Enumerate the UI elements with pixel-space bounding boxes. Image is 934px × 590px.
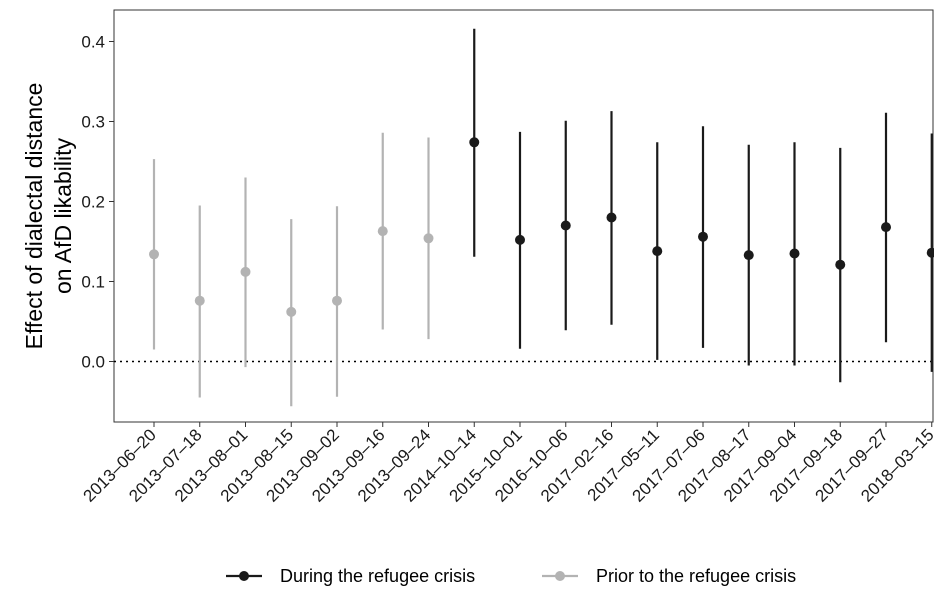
legend-label-prior: Prior to the refugee crisis [596, 566, 796, 586]
point-estimate [149, 249, 159, 260]
y-axis-title-line-2: on AfD likability [50, 138, 76, 294]
series-prior [149, 132, 434, 407]
legend-dot-prior [555, 571, 565, 581]
point-estimate [286, 306, 297, 317]
point-estimate [515, 234, 525, 245]
point-estimate [194, 295, 205, 306]
series-during [469, 28, 934, 383]
y-tick-label: 0.1 [81, 273, 105, 292]
point-estimate [377, 226, 388, 237]
point-estimate [560, 220, 571, 231]
legend-dot-during [239, 571, 249, 581]
legend-item-during: During the refugee crisis [226, 566, 475, 586]
point-estimate [789, 248, 800, 259]
point-estimate [423, 233, 434, 244]
point-estimate [240, 266, 251, 277]
point-estimate [743, 250, 754, 261]
y-tick-label: 0.3 [81, 113, 105, 132]
plot-panel-border [113, 9, 934, 423]
y-axis: 0.0 0.1 0.2 0.3 0.4 [81, 33, 114, 372]
point-estimate [881, 222, 891, 233]
point-estimate [332, 295, 342, 306]
y-axis-title: Effect of dialectal distance on AfD lika… [21, 83, 76, 350]
legend-item-prior: Prior to the refugee crisis [542, 566, 796, 586]
point-estimate [835, 259, 846, 270]
y-tick-label: 0.2 [81, 193, 105, 212]
point-estimate [652, 246, 663, 257]
point-estimate [606, 212, 617, 223]
y-tick-label: 0.4 [81, 33, 105, 52]
y-tick-label: 0.0 [81, 353, 105, 372]
legend: During the refugee crisis Prior to the r… [226, 566, 796, 586]
y-axis-title-line-1: Effect of dialectal distance [21, 83, 47, 350]
legend-label-during: During the refugee crisis [280, 566, 475, 586]
point-estimate [469, 137, 480, 148]
x-axis: 2013–06–202013–07–182013–08–012013–08–15… [80, 422, 934, 506]
point-estimate [926, 247, 934, 258]
plot-marks [149, 28, 934, 407]
point-estimate [698, 231, 708, 242]
